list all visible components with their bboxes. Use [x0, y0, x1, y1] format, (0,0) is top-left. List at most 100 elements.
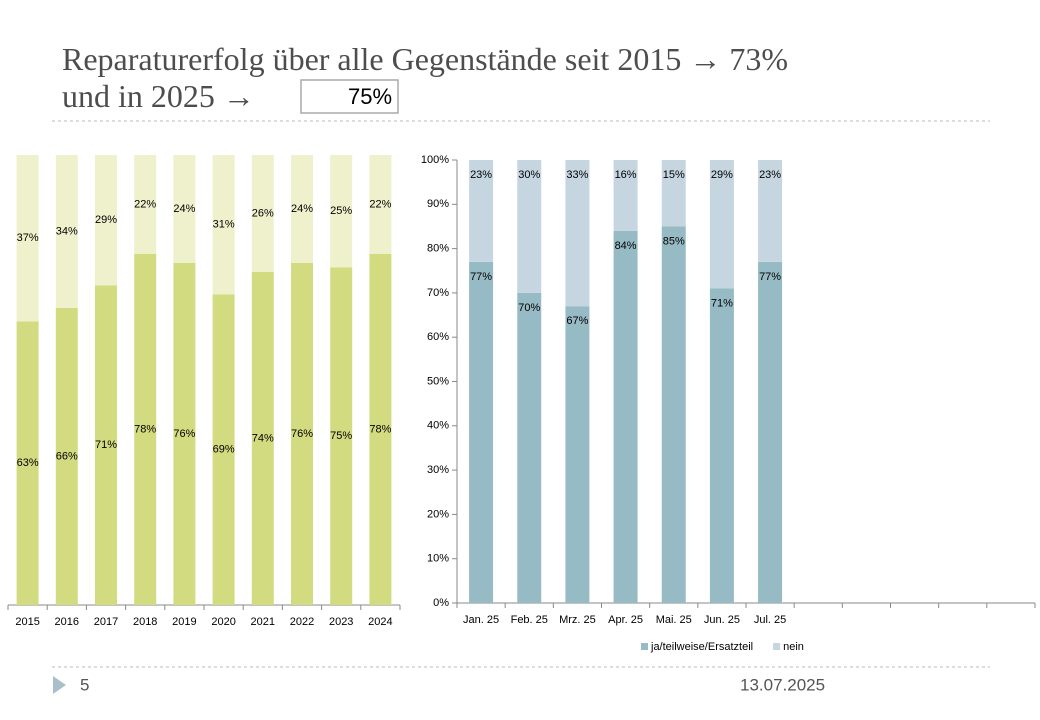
- bar-segment: [565, 306, 590, 603]
- bar-segment: [330, 267, 353, 605]
- y-tick-label: 90%: [427, 198, 449, 210]
- legend-label: nein: [783, 641, 804, 653]
- value-label: 71%: [95, 439, 117, 451]
- value-label: 29%: [711, 169, 733, 181]
- bar-segment: [758, 160, 783, 262]
- value-label: 15%: [663, 169, 685, 181]
- bar-segment: [369, 155, 392, 254]
- legend-swatch: [773, 643, 781, 650]
- y-tick-label: 60%: [427, 331, 449, 343]
- value-label: 77%: [470, 271, 492, 283]
- bar-segment: [661, 226, 686, 603]
- bar-segment: [469, 261, 494, 603]
- x-tick-label: Mai. 25: [656, 614, 692, 626]
- bar-segment: [55, 308, 78, 605]
- bar-segment: [758, 261, 783, 603]
- value-label: 33%: [566, 169, 588, 181]
- value-label: 23%: [759, 169, 781, 181]
- bar-segment: [95, 285, 117, 605]
- value-label: 26%: [252, 207, 274, 219]
- value-label: 78%: [134, 423, 156, 435]
- footer-date: 13.07.2025: [740, 675, 825, 694]
- x-tick-label: 2016: [55, 616, 79, 628]
- y-tick-label: 30%: [427, 464, 449, 476]
- bar-segment: [251, 272, 274, 605]
- value-label: 71%: [711, 297, 733, 309]
- bar-segment: [517, 292, 542, 603]
- x-tick-label: Jan. 25: [463, 614, 499, 626]
- y-tick-label: 40%: [427, 420, 449, 432]
- x-tick-label: 2015: [15, 616, 39, 628]
- value-label: 24%: [173, 203, 195, 215]
- bar-segment: [469, 160, 494, 262]
- bar-segment: [212, 155, 235, 295]
- value-label: 25%: [330, 205, 352, 217]
- value-label: 69%: [213, 444, 235, 456]
- value-label: 24%: [291, 203, 313, 215]
- value-label: 23%: [470, 169, 492, 181]
- y-tick-label: 50%: [427, 375, 449, 387]
- value-label: 84%: [615, 240, 637, 252]
- y-tick-label: 80%: [427, 243, 449, 255]
- value-label: 78%: [369, 423, 391, 435]
- y-tick-label: 100%: [421, 154, 449, 166]
- y-tick-label: 20%: [427, 508, 449, 520]
- bar-segment: [613, 160, 638, 231]
- x-tick-label: 2023: [329, 616, 353, 628]
- legend-label: ja/teilweise/Ersatzteil: [650, 641, 753, 653]
- y-tick-label: 0%: [433, 597, 449, 609]
- bar-segment: [16, 321, 39, 605]
- x-tick-label: Apr. 25: [608, 614, 643, 626]
- legend-swatch: [641, 643, 648, 650]
- value-label: 67%: [566, 315, 588, 327]
- x-tick-label: 2021: [251, 616, 275, 628]
- value-label: 30%: [518, 169, 540, 181]
- value-label: 74%: [252, 432, 274, 444]
- value-label: 77%: [759, 271, 781, 283]
- bar-segment: [330, 155, 353, 268]
- y-tick-label: 10%: [427, 553, 449, 565]
- value-label: 70%: [518, 302, 540, 314]
- x-tick-label: 2024: [368, 616, 392, 628]
- page-number: 5: [80, 675, 89, 694]
- x-tick-label: Feb. 25: [511, 614, 548, 626]
- x-tick-label: 2019: [172, 616, 196, 628]
- value-label: 29%: [95, 214, 117, 226]
- bar-segment: [134, 254, 157, 605]
- title-box: [300, 79, 399, 114]
- bar-segment: [565, 160, 590, 307]
- x-tick-label: Jul. 25: [754, 614, 786, 626]
- y-tick-label: 70%: [427, 287, 449, 299]
- x-tick-label: Mrz. 25: [559, 614, 596, 626]
- value-label: 31%: [213, 219, 235, 231]
- value-label: 37%: [17, 232, 39, 244]
- value-label: 63%: [17, 457, 39, 469]
- value-label: 76%: [173, 428, 195, 440]
- bar-segment: [95, 155, 117, 286]
- slide-title: Reparaturerfolg über alle Gegenstände se…: [62, 41, 788, 77]
- value-label: 85%: [663, 235, 685, 247]
- title-box-text: 75%: [348, 84, 392, 109]
- bar-segment: [212, 294, 235, 605]
- bar-segment: [709, 160, 734, 289]
- value-label: 22%: [369, 198, 391, 210]
- bar-segment: [613, 230, 638, 603]
- bar-segment: [134, 155, 157, 254]
- bar-segment: [369, 254, 392, 605]
- bar-segment: [291, 155, 313, 263]
- bar-segment: [55, 155, 78, 308]
- value-label: 34%: [56, 225, 78, 237]
- footer-arrow: [53, 676, 66, 694]
- bar-segment: [517, 160, 542, 293]
- bar-segment: [709, 288, 734, 603]
- bar-segment: [251, 155, 274, 272]
- value-label: 66%: [56, 450, 78, 462]
- x-tick-label: Jun. 25: [704, 614, 740, 626]
- bar-segment: [173, 155, 196, 263]
- x-tick-label: 2018: [133, 616, 157, 628]
- value-label: 16%: [615, 169, 637, 181]
- x-tick-label: 2020: [211, 616, 235, 628]
- x-tick-label: 2017: [94, 616, 118, 628]
